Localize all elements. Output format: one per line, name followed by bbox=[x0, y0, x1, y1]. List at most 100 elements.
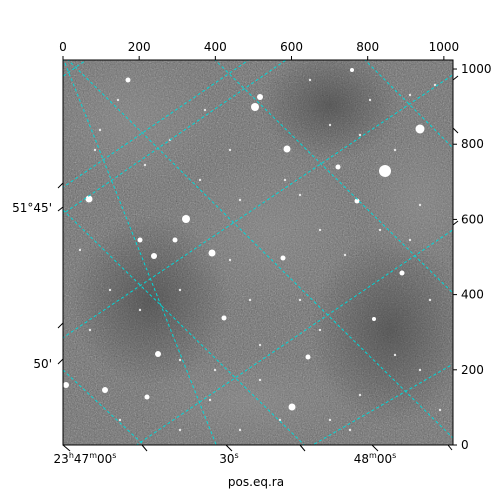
y-pixel-tick-label: 0 bbox=[461, 438, 469, 452]
ra-tick bbox=[371, 444, 379, 452]
grid-line bbox=[63, 209, 306, 445]
y-pixel-tick-label: 800 bbox=[461, 137, 484, 151]
star bbox=[98, 128, 102, 132]
grid-line bbox=[63, 369, 145, 445]
star bbox=[108, 288, 112, 292]
star bbox=[368, 98, 372, 102]
star bbox=[348, 428, 352, 432]
star bbox=[238, 198, 242, 202]
star bbox=[305, 354, 311, 360]
star bbox=[208, 398, 212, 402]
star bbox=[378, 228, 382, 232]
star bbox=[63, 382, 69, 388]
star bbox=[278, 418, 282, 422]
star bbox=[258, 343, 262, 347]
star bbox=[418, 203, 422, 207]
dec-tick bbox=[452, 220, 459, 226]
star bbox=[137, 237, 143, 243]
star bbox=[102, 387, 108, 393]
star-field bbox=[63, 68, 442, 432]
y-pixel-tick-label: 600 bbox=[461, 212, 484, 226]
star bbox=[178, 428, 182, 432]
star bbox=[372, 317, 376, 321]
star bbox=[318, 328, 322, 332]
star bbox=[144, 394, 150, 400]
star bbox=[438, 408, 442, 412]
star bbox=[415, 124, 425, 134]
star bbox=[78, 248, 82, 252]
star bbox=[335, 164, 341, 170]
grid-line bbox=[311, 363, 453, 445]
star bbox=[198, 178, 202, 182]
star bbox=[228, 258, 232, 262]
y-pixel-tick-label: 1000 bbox=[461, 62, 492, 76]
star bbox=[283, 145, 291, 153]
star bbox=[93, 148, 97, 152]
star bbox=[393, 353, 397, 357]
star bbox=[238, 428, 242, 432]
x-pixel-tick-label: 400 bbox=[204, 40, 227, 54]
star bbox=[151, 253, 157, 259]
plot-frame bbox=[62, 59, 454, 446]
y-pixel-tick-label: 200 bbox=[461, 363, 484, 377]
star bbox=[418, 368, 422, 372]
star bbox=[358, 133, 362, 137]
star bbox=[116, 98, 120, 102]
grid-line bbox=[63, 60, 287, 215]
ra-tick bbox=[62, 444, 71, 452]
star bbox=[248, 298, 252, 302]
star bbox=[408, 93, 412, 97]
coordinate-grid bbox=[63, 60, 453, 445]
star bbox=[203, 108, 207, 112]
star bbox=[298, 298, 302, 302]
star bbox=[298, 193, 302, 197]
grid-line bbox=[364, 60, 453, 149]
y-pixel-tick-label: 400 bbox=[461, 288, 484, 302]
star bbox=[280, 255, 286, 261]
grid-line bbox=[214, 60, 453, 294]
star bbox=[172, 237, 178, 243]
star bbox=[125, 77, 131, 83]
x-pixel-tick-label: 800 bbox=[356, 40, 379, 54]
star bbox=[408, 238, 412, 242]
dec-tick bbox=[452, 127, 459, 134]
ra-tick-label: 23h47m00s bbox=[54, 451, 117, 466]
pixel-axis-ticks bbox=[62, 56, 457, 446]
star bbox=[178, 288, 182, 292]
dec-tick bbox=[452, 75, 459, 81]
star bbox=[358, 393, 362, 397]
star bbox=[308, 78, 312, 82]
star bbox=[283, 178, 287, 182]
star bbox=[208, 249, 216, 257]
star bbox=[328, 418, 332, 422]
x-pixel-tick-label: 0 bbox=[59, 40, 67, 54]
world-axis-ticks bbox=[57, 75, 459, 452]
ra-tick-label: 48m00s bbox=[354, 451, 397, 466]
star bbox=[221, 315, 227, 321]
star bbox=[228, 148, 232, 152]
star bbox=[343, 253, 347, 257]
star bbox=[399, 270, 405, 276]
star bbox=[88, 328, 92, 332]
pixel-axis-labels: 0 200 400 600 800 1000 0 200 400 600 800 1000 bbox=[59, 40, 491, 452]
star bbox=[258, 378, 262, 382]
x-pixel-tick-label: 600 bbox=[280, 40, 303, 54]
grid-line bbox=[67, 60, 453, 439]
x-pixel-tick-label: 1000 bbox=[429, 40, 460, 54]
grid-line bbox=[63, 60, 250, 188]
star bbox=[433, 83, 437, 87]
star bbox=[182, 215, 190, 223]
dec-tick bbox=[57, 182, 64, 189]
ra-tick bbox=[141, 444, 148, 452]
star bbox=[138, 308, 142, 312]
dec-tick bbox=[57, 358, 64, 365]
star bbox=[85, 195, 93, 203]
dec-tick-label: 51°45' bbox=[12, 201, 52, 215]
dec-tick bbox=[57, 322, 64, 329]
star bbox=[143, 163, 147, 167]
ra-tick bbox=[299, 444, 306, 452]
star bbox=[251, 103, 259, 111]
star bbox=[213, 368, 217, 372]
star bbox=[178, 358, 182, 362]
